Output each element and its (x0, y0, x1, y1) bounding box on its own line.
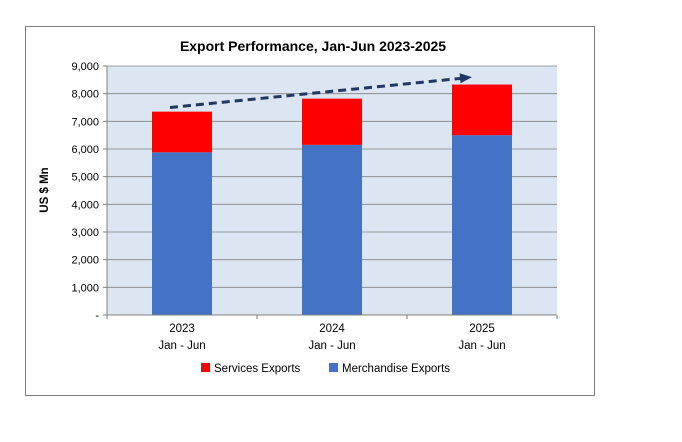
bar-services-exports-2023 (152, 111, 212, 153)
trend-arrow (169, 73, 472, 109)
bars (152, 84, 512, 315)
x-tick-label-year: 2023 (169, 323, 195, 335)
y-tick-label: 9,000 (71, 61, 99, 73)
x-tick-label-period: Jan - Jun (158, 340, 205, 352)
trend-arrow-line (169, 76, 467, 109)
x-tick-label-year: 2025 (469, 323, 495, 335)
y-tick-label: - (95, 310, 99, 322)
chart-title: Export Performance, Jan-Jun 2023-2025 (180, 38, 446, 54)
y-tick-label: 8,000 (71, 89, 99, 101)
chart-svg: Export Performance, Jan-Jun 2023-2025 - 1… (39, 38, 558, 375)
bar-merchandise-exports-2023 (152, 152, 212, 315)
legend-swatch-merchandise-exports (329, 363, 338, 372)
x-tick-label-period: Jan - Jun (458, 340, 505, 352)
y-tick-label: 2,000 (71, 255, 99, 267)
y-tick-label: 6,000 (71, 144, 99, 156)
y-tick-label: 7,000 (71, 116, 99, 128)
y-axis-ticks: - 1,000 2,000 3,000 4,000 5,000 6,000 7,000 8,00… (71, 61, 107, 322)
y-tick-label: 3,000 (71, 227, 99, 239)
y-tick-label: 4,000 (71, 199, 99, 211)
y-tick-label: 5,000 (71, 172, 99, 184)
trend-arrow-head (459, 73, 472, 84)
x-tick-label-period: Jan - Jun (308, 340, 355, 352)
chart-frame: Export Performance, Jan-Jun 2023-2025 - 1… (25, 26, 595, 396)
legend: Services Exports Merchandise Exports (201, 363, 450, 375)
y-axis-title: US $ Mn (39, 167, 51, 212)
x-tick-label-year: 2024 (319, 323, 345, 335)
legend-label-services-exports: Services Exports (214, 363, 301, 375)
legend-label-merchandise-exports: Merchandise Exports (342, 363, 450, 375)
x-axis-labels: 2023 Jan - Jun 2024 Jan - Jun 2025 Jan - Jun (106, 315, 558, 352)
bar-merchandise-exports-2024 (302, 144, 362, 315)
bar-services-exports-2025 (452, 84, 512, 136)
legend-swatch-services-exports (201, 363, 210, 372)
y-tick-label: 1,000 (71, 282, 99, 294)
bar-merchandise-exports-2025 (452, 135, 512, 315)
bar-services-exports-2024 (302, 98, 362, 145)
